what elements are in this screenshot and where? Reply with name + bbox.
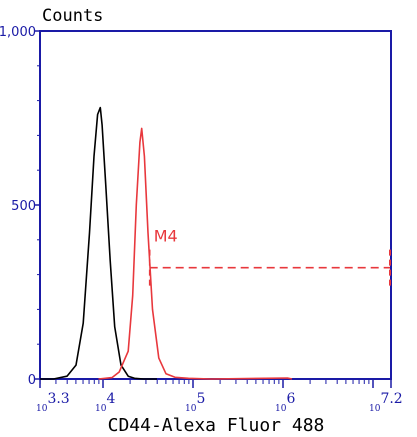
gate-markers: M4 xyxy=(148,227,391,286)
series-line-2 xyxy=(98,127,293,380)
y-axis: 0 500 1,000 xyxy=(0,25,40,388)
series-line-1 xyxy=(40,106,157,380)
x-tick-label: 106 xyxy=(275,391,295,414)
x-tick-label: 105 xyxy=(185,391,205,414)
y-tick-label: 500 xyxy=(11,199,36,214)
x-tick-label: 107.2 xyxy=(369,391,403,414)
x-axis: 103.3 104 105 106 107.2 xyxy=(36,379,403,414)
x-tick-label: 104 xyxy=(95,391,115,414)
plot-frame xyxy=(39,30,392,380)
gate-label: M4 xyxy=(154,227,178,246)
y-tick-label: 1,000 xyxy=(0,25,36,40)
y-axis-label: Counts xyxy=(42,6,103,26)
x-axis-label: CD44-Alexa Fluor 488 xyxy=(108,415,325,436)
x-tick-label: 103.3 xyxy=(36,391,70,414)
y-tick-label: 0 xyxy=(28,373,36,388)
histogram-series xyxy=(40,106,293,380)
